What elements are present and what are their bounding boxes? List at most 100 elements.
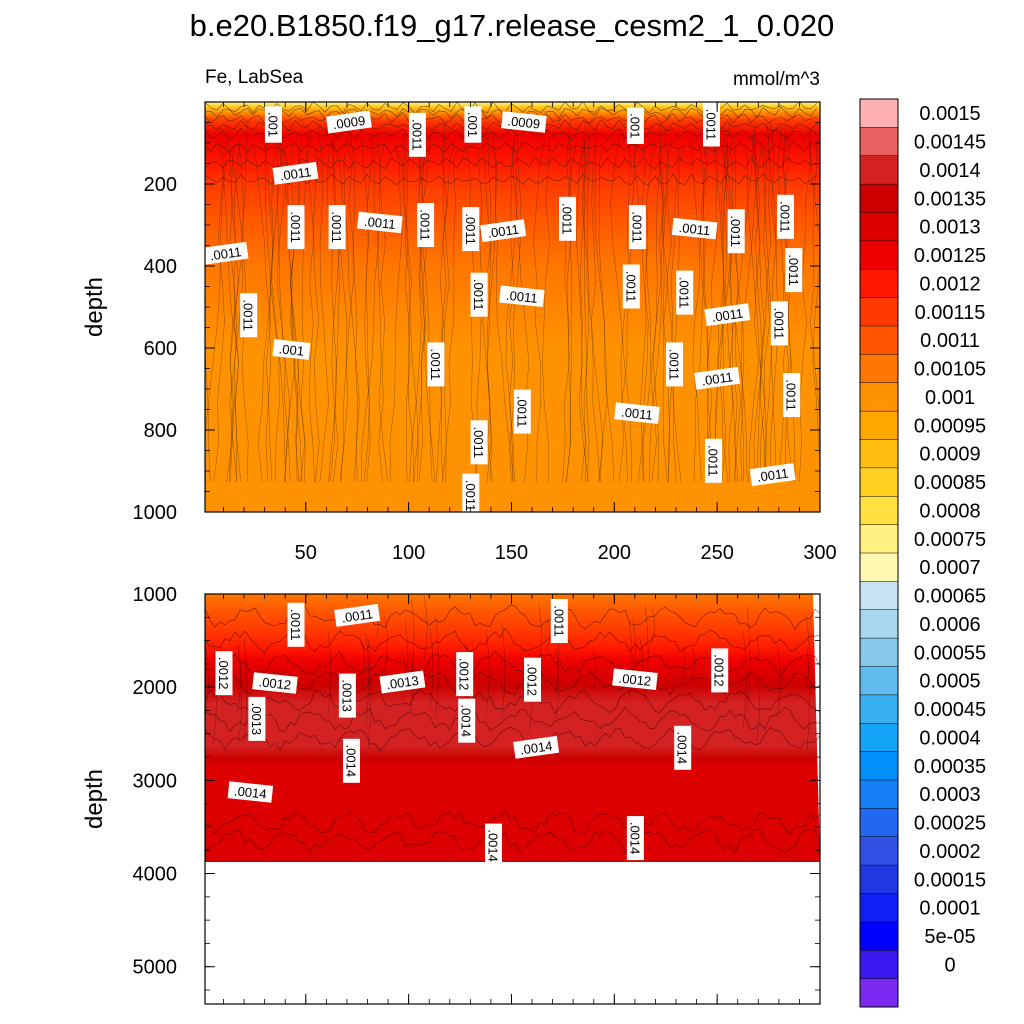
contour-label-text: .0011 xyxy=(701,369,734,388)
colorbar-label: 0.0006 xyxy=(919,614,980,636)
contour-line xyxy=(436,140,455,483)
contour-label-text: .001 xyxy=(627,113,642,138)
contour-line xyxy=(632,617,636,675)
contour-line xyxy=(743,630,747,728)
contour-label-text: .0011 xyxy=(279,164,312,183)
contour-label-box xyxy=(749,463,796,487)
contour-label-box xyxy=(676,270,694,315)
contour-label-text: .0011 xyxy=(706,445,721,477)
contour-line xyxy=(205,644,209,716)
contour-line xyxy=(445,150,457,483)
contour-label-text: .0011 xyxy=(514,396,529,428)
contour-label-text: .0014 xyxy=(344,745,359,778)
contour-line xyxy=(205,149,211,483)
contour-label: .0011 xyxy=(749,463,796,487)
contour-label-text: .0011 xyxy=(288,609,303,641)
contour-label-text: .0011 xyxy=(209,244,242,263)
colorbar-label: 0.00105 xyxy=(914,359,986,381)
contour-label-text: .0011 xyxy=(620,404,653,422)
contour-label-box xyxy=(205,241,249,265)
contour-label-box xyxy=(287,205,305,250)
contour-line xyxy=(753,128,763,483)
x-tick-label: 100 xyxy=(392,542,425,564)
colorbar-swatch xyxy=(860,155,898,185)
colorbar-label: 0.0007 xyxy=(919,557,980,579)
contour-label-text: .0012 xyxy=(457,658,472,691)
contour-line xyxy=(367,639,372,750)
contour-line xyxy=(363,137,372,483)
contour-label-text: .0011 xyxy=(677,277,692,309)
units-label: mmol/m^3 xyxy=(733,69,820,90)
contour-label-box xyxy=(785,248,803,293)
colorbar-swatch xyxy=(860,780,898,809)
contour-line xyxy=(628,621,633,700)
contour-line xyxy=(810,135,820,468)
x-tick-label: 300 xyxy=(803,542,836,564)
colorbar-label: 0.00035 xyxy=(914,756,986,778)
contour-line xyxy=(376,132,388,483)
contour-label-text: .0012 xyxy=(618,671,652,689)
contour-label-text: .0011 xyxy=(711,306,744,325)
y-tick-label: 600 xyxy=(144,338,177,360)
contour-line xyxy=(733,123,757,483)
lower-contour-field: .0011 .0011 .0011 .0012 .0012 .0013 .0013 .0013… xyxy=(205,594,820,1004)
contour-label: .0011 xyxy=(694,366,741,390)
contour-label-text: .0011 xyxy=(329,211,344,243)
contour-label-text: .001 xyxy=(265,112,280,137)
contour-line xyxy=(205,136,227,483)
contour-line xyxy=(806,647,811,751)
contour-line xyxy=(416,144,429,483)
contour-label-box xyxy=(470,420,488,465)
colorbar-swatch xyxy=(860,865,898,894)
contour-line xyxy=(670,150,679,483)
contour-line xyxy=(397,151,412,483)
contour-label-box xyxy=(464,106,482,143)
contour-label-box xyxy=(462,473,480,512)
colorbar-label: 0.0003 xyxy=(919,784,980,806)
contour-label-box xyxy=(770,301,788,346)
contour-label-box xyxy=(671,217,718,240)
y-tick-label: 3000 xyxy=(133,770,178,792)
x-tick-label: 250 xyxy=(700,542,733,564)
contour-label: .0011 xyxy=(462,473,480,512)
contour-label: .0014 xyxy=(458,698,476,743)
isoline xyxy=(205,157,818,170)
colorbar-label: 0 xyxy=(944,954,955,976)
contour-label: .0012 xyxy=(215,651,233,696)
variable-label: Fe, LabSea xyxy=(205,67,304,88)
contour-line xyxy=(702,129,713,483)
colorbar-swatch xyxy=(860,269,898,299)
contour-line xyxy=(307,129,320,483)
contour-label-text: .0011 xyxy=(667,349,682,381)
contour-label-text: .0013 xyxy=(339,679,354,712)
contour-label-text: .0011 xyxy=(471,279,486,311)
colorbar-label: 0.0011 xyxy=(920,330,980,352)
contour-label-text: .0011 xyxy=(560,203,575,235)
contour-line xyxy=(756,635,761,742)
contour-line xyxy=(542,137,551,483)
y-tick-label: 1000 xyxy=(133,502,178,524)
colorbar-label: 0.00075 xyxy=(914,529,986,551)
contour-label: .001 xyxy=(264,106,282,143)
y-tick-label: 1000 xyxy=(133,584,178,606)
contour-label-box xyxy=(666,342,683,387)
colorbar-swatch xyxy=(860,751,898,781)
contour-line xyxy=(729,148,737,483)
colorbar-swatch xyxy=(860,808,898,838)
contour-line xyxy=(435,617,439,718)
contour-label-box xyxy=(470,272,488,317)
colorbar-label: 0.00025 xyxy=(914,813,986,835)
contour-line xyxy=(745,148,767,483)
contour-line xyxy=(651,606,655,643)
contour-label: .0011 xyxy=(462,207,480,252)
contour-line xyxy=(418,131,432,483)
contour-label-text: .0011 xyxy=(784,379,799,411)
contour-line xyxy=(205,706,820,733)
contour-line xyxy=(492,146,512,483)
contour-label-box xyxy=(227,781,274,803)
colorbar-label: 0.0008 xyxy=(919,500,980,522)
contour-line xyxy=(252,145,273,483)
contour-label: .0011 xyxy=(287,205,305,250)
contour-line xyxy=(289,136,303,483)
contour-line xyxy=(713,131,734,483)
